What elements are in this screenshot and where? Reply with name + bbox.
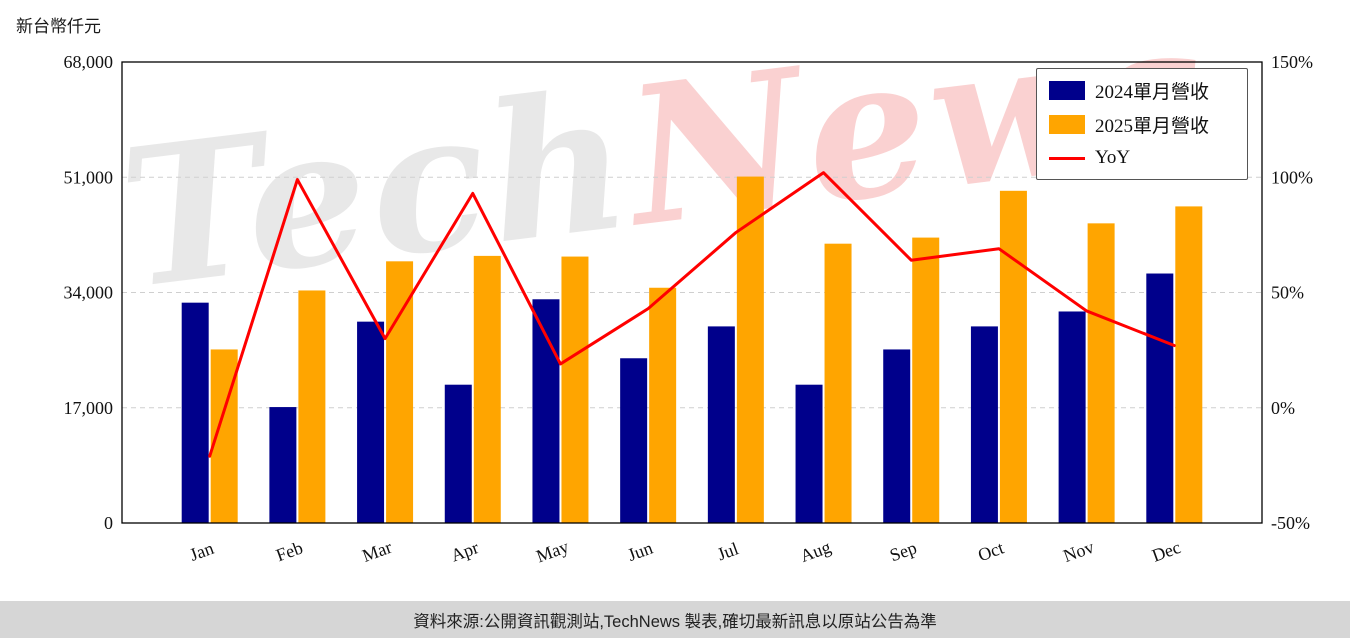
legend-label-yoy: YoY xyxy=(1095,147,1131,168)
bar-0-Feb xyxy=(269,407,297,523)
x-tick-Nov: Nov xyxy=(1061,537,1097,566)
bar-0-Nov xyxy=(1058,311,1086,523)
legend-label-2025: 2025單月營收 xyxy=(1095,115,1210,137)
bar-1-Oct xyxy=(999,190,1027,523)
yoy-line xyxy=(208,171,1176,458)
left-tick-4: 68,000 xyxy=(64,52,114,72)
bar-1-Dec xyxy=(1175,206,1203,523)
bar-1-Apr xyxy=(473,255,501,523)
bar-0-Aug xyxy=(795,384,823,523)
x-tick-Feb: Feb xyxy=(273,537,305,565)
bar-1-Nov xyxy=(1087,223,1115,523)
bar-0-Oct xyxy=(970,326,998,523)
legend-item-2024: 2024單月營收 xyxy=(1049,77,1235,103)
source-footer-text: 資料來源:公開資訊觀測站,TechNews 製表,確切最新訊息以原站公告為準 xyxy=(413,612,937,631)
legend-swatch-2025 xyxy=(1049,114,1085,134)
bar-1-May xyxy=(561,256,589,523)
legend-label-2024: 2024單月營收 xyxy=(1095,81,1210,103)
bar-0-Jun xyxy=(620,358,648,523)
source-footer: 資料來源:公開資訊觀測站,TechNews 製表,確切最新訊息以原站公告為準 xyxy=(0,601,1350,638)
bars-series-1 xyxy=(210,176,1203,523)
right-tick-0: -50% xyxy=(1271,513,1310,533)
x-tick-Oct: Oct xyxy=(975,538,1006,566)
x-tick-Apr: Apr xyxy=(448,537,481,565)
left-tick-0: 0 xyxy=(104,513,113,533)
left-tick-2: 34,000 xyxy=(64,283,114,303)
legend-swatch-2024 xyxy=(1049,80,1085,100)
bar-0-Sep xyxy=(883,349,911,523)
right-tick-1: 0% xyxy=(1271,398,1295,418)
legend-item-2025: 2025單月營收 xyxy=(1049,111,1235,137)
bar-1-Sep xyxy=(912,237,940,523)
legend-swatch-yoy-line xyxy=(1049,156,1085,160)
bar-1-Jun xyxy=(649,287,677,523)
bar-1-Jul xyxy=(736,176,764,523)
bar-0-Dec xyxy=(1146,273,1174,523)
x-axis-labels: Jan Feb Mar Apr May Jun Jul Aug Sep Oct Nov Dec xyxy=(187,536,1183,566)
right-tick-2: 50% xyxy=(1271,283,1304,303)
right-tick-4: 150% xyxy=(1271,52,1313,72)
plot-frame xyxy=(121,61,1263,524)
chart-legend: 2024單月營收 2025單月營收 YoY xyxy=(1036,68,1248,180)
bar-0-Jan xyxy=(181,302,209,523)
x-tick-Jan: Jan xyxy=(187,538,216,565)
y-axis-unit-label: 新台幣仟元 xyxy=(16,17,101,36)
bar-1-Feb xyxy=(298,290,326,523)
x-tick-Dec: Dec xyxy=(1149,537,1183,566)
x-tick-Mar: Mar xyxy=(360,537,395,566)
x-tick-May: May xyxy=(533,536,571,566)
left-tick-1: 17,000 xyxy=(64,398,114,418)
x-tick-Aug: Aug xyxy=(798,537,834,566)
bars-series-0 xyxy=(181,273,1174,523)
x-tick-Jun: Jun xyxy=(625,538,655,565)
legend-item-yoy: YoY xyxy=(1049,145,1235,171)
bar-1-Aug xyxy=(824,243,852,523)
left-tick-3: 51,000 xyxy=(64,167,114,187)
right-tick-3: 100% xyxy=(1271,167,1313,187)
x-tick-Sep: Sep xyxy=(887,537,919,565)
left-axis-labels: 0 17,000 34,000 51,000 68,000 xyxy=(64,52,114,533)
bar-0-Jul xyxy=(707,326,735,523)
bar-0-Mar xyxy=(357,321,385,523)
right-axis-labels: -50% 0% 50% 100% 150% xyxy=(1271,52,1313,533)
bar-0-Apr xyxy=(444,384,472,523)
bar-1-Mar xyxy=(386,261,414,523)
x-tick-Jul: Jul xyxy=(714,538,741,564)
